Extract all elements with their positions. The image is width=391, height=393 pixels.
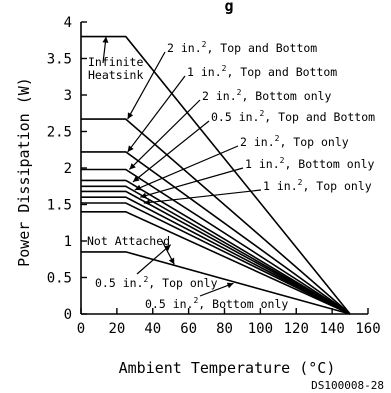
annotation-arrow — [143, 189, 262, 204]
annotation-arrowhead — [140, 192, 147, 199]
series-label: 0.5 in.2, Bottom only — [145, 296, 288, 311]
annotation-arrow — [127, 75, 186, 153]
annotation-arrowhead — [133, 175, 140, 182]
x-tick-label: 100 — [248, 321, 273, 337]
y-tick-label: 0 — [64, 307, 72, 323]
series-line-3 — [81, 168, 351, 315]
y-tick-label: 3.5 — [47, 52, 72, 68]
x-tick-label: 60 — [180, 321, 197, 337]
y-tick-label: 2 — [64, 161, 72, 177]
x-tick-label: 160 — [355, 321, 380, 337]
series-label: 1 in.2, Top only — [263, 178, 372, 193]
y-tick-label: 0.5 — [47, 271, 72, 287]
annotation-arrowhead — [102, 36, 109, 43]
chart-title: g — [224, 0, 233, 15]
series-line-7 — [81, 196, 351, 315]
y-tick-label: 1.5 — [47, 198, 72, 214]
series-label: 0.5 in.2, Top and Bottom — [211, 109, 375, 124]
annotation-arrowhead — [143, 199, 151, 206]
series-label: 1 in.2, Bottom only — [245, 156, 375, 171]
series-label: Infinite Heatsink — [88, 55, 143, 82]
series-line-5 — [81, 185, 351, 315]
annotation-arrowhead — [164, 244, 171, 251]
series-line-1 — [81, 118, 351, 315]
y-tick-label: 1 — [64, 234, 72, 250]
series-line-8 — [81, 202, 351, 315]
x-tick-label: 80 — [216, 321, 233, 337]
series-line-6 — [81, 190, 351, 315]
annotation-arrow — [140, 167, 244, 198]
y-tick-label: 2.5 — [47, 125, 72, 141]
annotation-arrowhead — [127, 145, 134, 152]
x-tick-label: 0 — [77, 321, 85, 337]
x-tick-label: 40 — [144, 321, 161, 337]
x-tick-label: 140 — [319, 321, 344, 337]
series-line-0 — [81, 35, 351, 315]
annotation-arrowhead — [129, 163, 136, 170]
annotation-arrow — [129, 99, 201, 170]
series-label: 0.5 in.2, Top only — [95, 275, 218, 290]
series-label: 2 in.2, Top only — [240, 134, 349, 149]
series-line-9 — [81, 211, 351, 315]
x-axis-title: Ambient Temperature (°C) — [119, 359, 336, 377]
series-label: Not Attached — [87, 234, 170, 248]
series-label: 2 in.2, Top and Bottom — [167, 40, 317, 55]
x-tick-label: 120 — [284, 321, 309, 337]
series-line-4 — [81, 179, 351, 315]
series-line-2 — [81, 151, 351, 315]
y-axis-title: Power Dissipation (W) — [15, 77, 33, 267]
annotation-arrowhead — [168, 257, 175, 265]
axes: 0 20 40 60 80 100 120 140 160 0 0.5 1 1.5 2 2.5 3 3.5 4 — [47, 15, 381, 337]
series-layer — [81, 35, 351, 315]
series-label: 2 in.2, Bottom only — [202, 88, 332, 103]
annotations: Infinite Heatsink 2 in.2, Top and Bottom 1 … — [87, 36, 375, 311]
x-tick-label: 20 — [108, 321, 125, 337]
annotation-arrowhead — [226, 282, 234, 289]
annotation-arrow — [136, 244, 172, 275]
series-line-10 — [81, 251, 351, 315]
annotation-arrowhead — [127, 112, 134, 120]
y-tick-label: 3 — [64, 88, 72, 104]
annotation-arrowhead — [134, 184, 142, 191]
annotation-arrow — [127, 51, 166, 120]
annotation-arrow — [134, 145, 239, 191]
y-tick-label: 4 — [64, 15, 72, 31]
annotation-arrow — [132, 120, 210, 183]
document-code: DS100008-28 — [311, 379, 384, 392]
series-label: 1 in.2, Top and Bottom — [187, 64, 337, 79]
